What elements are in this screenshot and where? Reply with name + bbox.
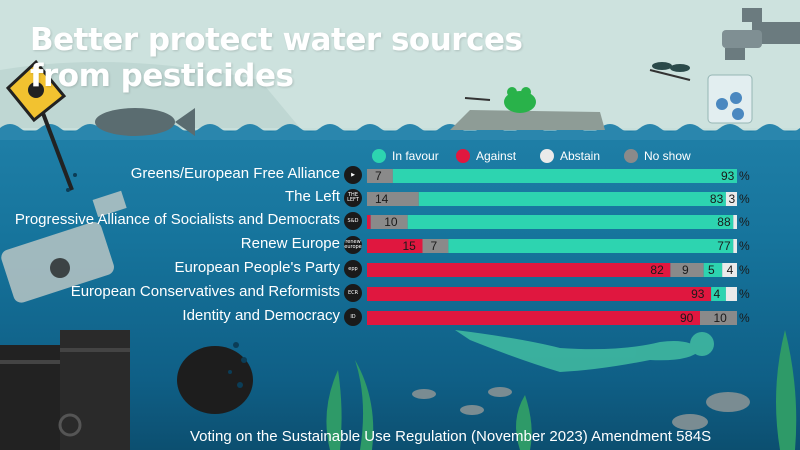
data-label-in-favour-3: 77 [717, 239, 731, 253]
bar-no-show-4 [670, 263, 704, 277]
data-label-no-show-6: 10 [714, 311, 728, 325]
party-label-renew: Renew Europe [240, 235, 340, 252]
id-logo-icon: ID [344, 308, 362, 326]
legend-item-abstain: Abstain [540, 148, 600, 164]
data-label-in-favour-2: 88 [717, 215, 731, 229]
data-label-in-favour-5: 4 [714, 287, 721, 301]
bar-abstain-4 [722, 263, 737, 277]
dragonfly-small-icon [464, 97, 491, 101]
data-label-no-show-4: 9 [682, 263, 689, 277]
dead-fish-icon [95, 108, 195, 136]
legend-label-abstain: Abstain [560, 149, 601, 163]
footer-caption: Voting on the Sustainable Use Regulation… [190, 428, 712, 445]
water-glass-icon [707, 74, 753, 124]
data-label-abstain-1: 3 [728, 192, 735, 206]
legend-item-against: Against [456, 148, 516, 164]
warning-sign-icon [5, 59, 74, 191]
legend-label-no-show: No show [644, 149, 691, 163]
bar-in-favour-0 [392, 169, 737, 183]
title-line-2: from pesticides [30, 58, 294, 94]
bar-against-3 [367, 239, 423, 253]
bar-no-show-6 [700, 311, 737, 325]
bar-in-favour-3 [448, 239, 734, 253]
sd-logo-icon: S&D [344, 212, 362, 230]
bar-abstain-2 [733, 215, 737, 229]
seaweed-icon [326, 330, 797, 450]
barrel-icon [0, 330, 253, 450]
legend-label-against: Against [476, 149, 517, 163]
data-label-against-5: 93 [691, 287, 705, 301]
title-line-1: Better protect water sources [30, 22, 523, 58]
bar-no-show-0 [367, 169, 393, 183]
bar-in-favour-2 [407, 215, 734, 229]
bar-no-show-1 [367, 192, 419, 206]
data-label-in-favour-1: 83 [710, 192, 724, 206]
data-label-no-show-1: 14 [375, 192, 389, 206]
bottle-icon [1, 190, 127, 303]
bar-against-6 [367, 311, 700, 325]
bar-no-show-3 [422, 239, 449, 253]
data-label-no-show-3: 7 [430, 239, 437, 253]
bubbles-icon [66, 173, 247, 388]
percent-unit-5: % [739, 287, 750, 301]
bar-in-favour-1 [418, 192, 726, 206]
party-label-ecr: European Conservatives and Reformists [70, 283, 340, 300]
fish-icon [412, 387, 750, 430]
bar-in-favour-4 [703, 263, 723, 277]
frog-icon [504, 87, 536, 113]
bar-abstain-1 [725, 192, 737, 206]
bar-against-5 [367, 287, 712, 301]
party-label-left: The Left [284, 188, 340, 205]
stacked-bar-chart: 7 93 %14 83 3 %10 88 %15 7 77 %82 9 5 4 %93 4 %90 10% [367, 169, 750, 325]
party-label-id: Identity and Democracy [182, 307, 340, 324]
legend-item-no-show: No show [624, 148, 691, 164]
percent-unit-1: % [739, 192, 750, 206]
epp-logo-icon: epp [344, 260, 362, 278]
bar-abstain-5 [725, 287, 737, 301]
percent-unit-0: % [739, 169, 750, 183]
legend-label-in-favour: In favour [392, 149, 439, 163]
faucet-icon [722, 8, 800, 60]
party-label-sd: Progressive Alliance of Socialists and D… [14, 211, 340, 228]
percent-unit-2: % [739, 215, 750, 229]
legend-dot-no-show [624, 149, 638, 163]
data-label-in-favour-0: 93 [721, 169, 735, 183]
data-label-against-3: 15 [403, 239, 417, 253]
swimmer-icon [455, 330, 714, 372]
data-label-against-4: 82 [650, 263, 664, 277]
data-label-abstain-4: 4 [727, 263, 734, 277]
party-label-greens: Greens/European Free Alliance [130, 165, 340, 182]
percent-unit-4: % [739, 263, 750, 277]
legend-dot-abstain [540, 149, 554, 163]
data-label-in-favour-4: 5 [708, 263, 715, 277]
legend-item-in-favour: In favour [372, 148, 439, 164]
bar-abstain-3 [733, 239, 737, 253]
data-label-no-show-0: 7 [375, 169, 382, 183]
dragonfly-icon [649, 62, 691, 81]
bar-in-favour-5 [711, 287, 726, 301]
left-logo-icon: THE LEFT [344, 189, 362, 207]
bar-against-4 [367, 263, 671, 277]
bar-no-show-2 [370, 215, 408, 229]
data-label-no-show-2: 10 [384, 215, 398, 229]
ecr-logo-icon: ECR [344, 284, 362, 302]
party-label-epp: European People's Party [174, 259, 340, 276]
percent-unit-3: % [739, 239, 750, 253]
renew-logo-icon: renew europe [344, 236, 362, 254]
data-label-against-6: 90 [680, 311, 694, 325]
legend-dot-against [456, 149, 470, 163]
bar-against-2 [367, 215, 371, 229]
percent-unit-6: % [739, 311, 750, 325]
legend-dot-in-favour [372, 149, 386, 163]
greens-logo-icon: ▶ [344, 166, 362, 184]
